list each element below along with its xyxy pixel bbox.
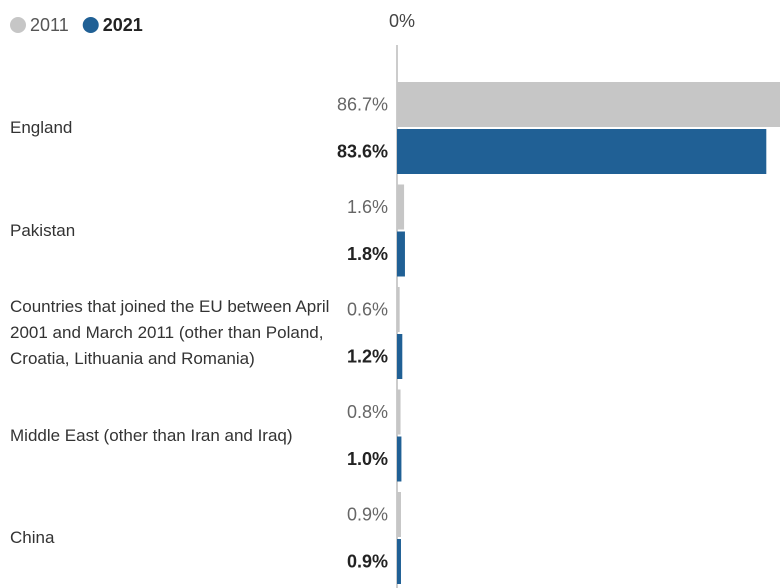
value-label: 86.7%: [337, 94, 388, 114]
bar: [397, 492, 401, 537]
value-label: 83.6%: [337, 141, 388, 161]
value-label: 1.6%: [347, 197, 388, 217]
value-label: 0.9%: [347, 504, 388, 524]
category-label: Pakistan: [10, 220, 76, 240]
legend-label: 2011: [30, 15, 69, 35]
bar: [397, 436, 402, 482]
value-label: 0.8%: [347, 402, 388, 422]
legend-label: 2021: [103, 15, 143, 35]
category-label: England: [10, 118, 73, 137]
bar: [397, 184, 405, 230]
value-label: 1.8%: [347, 244, 388, 264]
bar: [397, 334, 403, 379]
category-label: Middle East (other than Iran and Iraq): [10, 425, 293, 445]
bar: [397, 539, 401, 584]
category-label: China: [10, 528, 55, 547]
bar: [397, 82, 780, 127]
bar: [397, 129, 767, 174]
bar: [397, 287, 400, 332]
value-label: 1.2%: [347, 346, 388, 366]
legend-swatch: [10, 17, 26, 33]
x-tick-label: 0%: [389, 11, 415, 31]
value-label: 1.0%: [347, 449, 388, 469]
legend-swatch: [82, 17, 99, 33]
bar: [397, 231, 405, 277]
bar: [397, 389, 401, 435]
category-label: Countries that joined the EU between Apr…: [10, 297, 330, 368]
value-label: 0.9%: [347, 551, 388, 571]
value-label: 0.6%: [347, 299, 388, 319]
